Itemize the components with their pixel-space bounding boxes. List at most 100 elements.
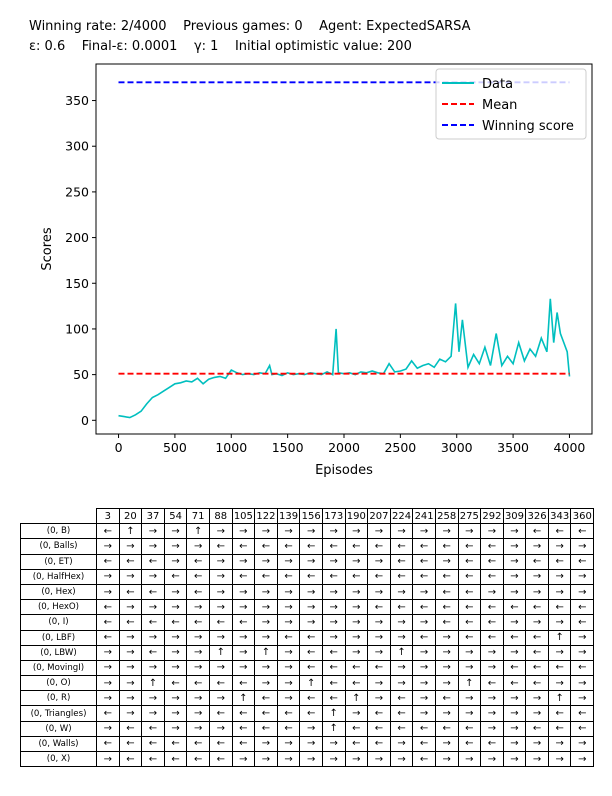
- action-arrow-cell: →: [412, 523, 436, 540]
- action-arrow-cell: ←: [254, 705, 278, 722]
- action-arrow-cell: →: [457, 705, 482, 722]
- table-row: (0, W) → ← ← → → → ← ← ← → ↑ ← ← ← ← ← ← → → ← ← ←: [20, 720, 595, 737]
- action-arrow-cell: →: [344, 553, 369, 570]
- action-arrow-cell: →: [321, 553, 346, 570]
- action-arrow-cell: ←: [570, 523, 595, 540]
- action-arrow-cell: ←: [141, 735, 165, 753]
- action-arrow-cell: →: [570, 735, 595, 753]
- action-arrow-cell: ←: [434, 690, 459, 707]
- action-arrow-cell: ←: [231, 735, 256, 753]
- action-arrow-cell: ←: [141, 644, 165, 661]
- action-arrow-cell: →: [344, 629, 369, 646]
- policy-table: 3 20 37 54 71 88 105 122 139 156 173 190 207 224 241 25…: [20, 507, 595, 768]
- action-arrow-cell: →: [96, 538, 120, 555]
- action-arrow-cell: ←: [186, 568, 210, 585]
- action-arrow-cell: →: [163, 690, 188, 707]
- action-arrow-cell: ←: [480, 735, 504, 753]
- action-arrow-cell: →: [231, 553, 256, 570]
- action-arrow-cell: ←: [163, 675, 188, 692]
- row-label: (0, HalfHex): [20, 568, 97, 585]
- action-arrow-cell: ←: [570, 553, 595, 570]
- action-arrow-cell: →: [163, 523, 188, 540]
- action-arrow-cell: ←: [525, 523, 549, 540]
- series-line-data: [118, 298, 571, 419]
- action-arrow-cell: →: [570, 538, 595, 555]
- action-arrow-cell: →: [434, 553, 459, 570]
- action-arrow-cell: ↑: [389, 644, 414, 661]
- action-arrow-cell: ←: [118, 750, 143, 768]
- action-arrow-cell: →: [141, 659, 165, 677]
- action-arrow-cell: →: [434, 735, 459, 753]
- row-label: (0, O): [20, 675, 97, 692]
- action-arrow-cell: →: [389, 583, 414, 601]
- x-axis-label: Episodes: [315, 463, 373, 478]
- action-arrow-cell: ←: [231, 614, 256, 631]
- column-header: 71: [186, 507, 210, 525]
- action-arrow-cell: →: [434, 659, 459, 677]
- action-arrow-cell: →: [412, 659, 436, 677]
- action-arrow-cell: →: [412, 583, 436, 601]
- action-arrow-cell: →: [163, 538, 188, 555]
- action-arrow-cell: →: [525, 705, 549, 722]
- action-arrow-cell: ←: [367, 538, 391, 555]
- action-arrow-cell: ←: [502, 659, 527, 677]
- action-arrow-cell: →: [344, 599, 369, 616]
- action-arrow-cell: ←: [276, 538, 301, 555]
- action-arrow-cell: →: [502, 583, 527, 601]
- x-ticks: 0 500 1000 1500 2000 2500 3000 3500 4000: [115, 434, 585, 455]
- action-arrow-cell: →: [96, 675, 120, 692]
- action-arrow-cell: ←: [321, 538, 346, 555]
- action-arrow-cell: ←: [502, 675, 527, 692]
- legend: Data Mean Winning score: [435, 68, 587, 140]
- action-arrow-cell: ←: [299, 705, 323, 722]
- action-arrow-cell: ←: [570, 705, 595, 722]
- action-arrow-cell: ←: [434, 538, 459, 555]
- action-arrow-cell: →: [208, 553, 233, 570]
- action-arrow-cell: ←: [299, 568, 323, 585]
- action-arrow-cell: ←: [186, 735, 210, 753]
- action-arrow-cell: →: [299, 599, 323, 616]
- action-arrow-cell: ←: [547, 720, 572, 737]
- action-arrow-cell: ←: [231, 538, 256, 555]
- action-arrow-cell: ←: [96, 599, 120, 616]
- action-arrow-cell: →: [502, 750, 527, 768]
- y-tick-label: 100: [65, 321, 89, 336]
- action-arrow-cell: →: [118, 644, 143, 661]
- action-arrow-cell: ←: [412, 599, 436, 616]
- action-arrow-cell: ←: [276, 629, 301, 646]
- action-arrow-cell: →: [344, 614, 369, 631]
- row-label: (0, MovingI): [20, 659, 97, 677]
- column-header: 275: [457, 507, 482, 525]
- action-arrow-cell: →: [457, 644, 482, 661]
- action-arrow-cell: ←: [208, 614, 233, 631]
- action-arrow-cell: ←: [141, 750, 165, 768]
- action-arrow-cell: →: [502, 690, 527, 707]
- action-arrow-cell: →: [367, 583, 391, 601]
- action-arrow-cell: ←: [118, 735, 143, 753]
- legend-label-mean: Mean: [482, 98, 517, 113]
- action-arrow-cell: ←: [480, 629, 504, 646]
- action-arrow-cell: ←: [299, 644, 323, 661]
- action-arrow-cell: ←: [208, 705, 233, 722]
- action-arrow-cell: →: [299, 720, 323, 737]
- action-arrow-cell: ←: [547, 523, 572, 540]
- action-arrow-cell: →: [276, 614, 301, 631]
- action-arrow-cell: →: [412, 614, 436, 631]
- action-arrow-cell: →: [480, 583, 504, 601]
- action-arrow-cell: →: [276, 644, 301, 661]
- action-arrow-cell: ←: [480, 568, 504, 585]
- action-arrow-cell: →: [231, 583, 256, 601]
- action-arrow-cell: ←: [276, 705, 301, 722]
- row-label: (0, LBF): [20, 629, 97, 646]
- action-arrow-cell: ←: [208, 538, 233, 555]
- action-arrow-cell: →: [186, 629, 210, 646]
- action-arrow-cell: →: [254, 675, 278, 692]
- action-arrow-cell: ←: [389, 599, 414, 616]
- action-arrow-cell: ←: [389, 553, 414, 570]
- row-label: (0, Balls): [20, 538, 97, 555]
- action-arrow-cell: →: [547, 735, 572, 753]
- action-arrow-cell: →: [480, 690, 504, 707]
- action-arrow-cell: →: [299, 523, 323, 540]
- row-label: (0, Hex): [20, 583, 97, 601]
- action-arrow-cell: ←: [254, 720, 278, 737]
